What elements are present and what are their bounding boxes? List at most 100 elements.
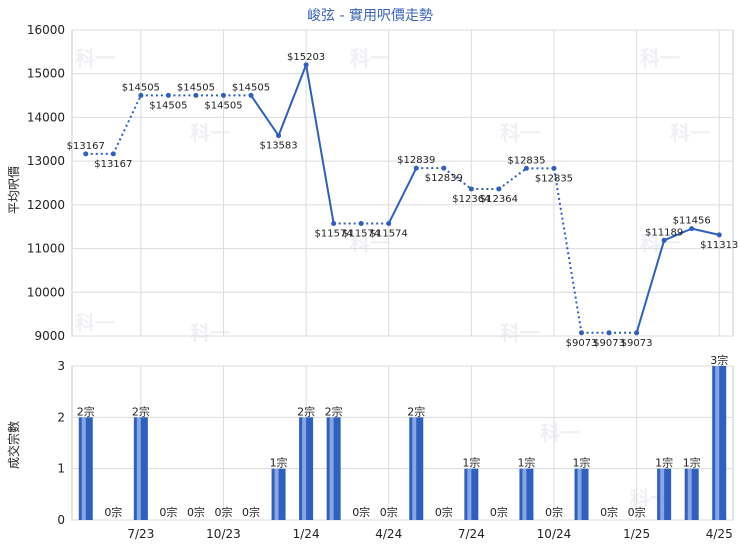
- price-point: [110, 151, 116, 157]
- watermark-text: 科一: [190, 121, 230, 145]
- volume-bar-label: 1宗: [270, 456, 288, 470]
- volume-bar: [409, 417, 424, 520]
- line-layer: [83, 62, 722, 336]
- volume-bar: [519, 468, 534, 520]
- price-line-segment: [277, 64, 308, 137]
- volume-bar: [326, 417, 341, 520]
- price-point-label: $12839: [425, 173, 463, 184]
- volume-bar-label: 0宗: [490, 505, 508, 519]
- x-tick-label: 4/24: [375, 527, 402, 541]
- volume-bar-label: 0宗: [242, 505, 260, 519]
- price-point: [193, 92, 199, 98]
- volume-bar-highlight: [577, 468, 582, 520]
- volume-bar-label: 0宗: [380, 505, 398, 519]
- volume-bar-highlight: [522, 468, 527, 520]
- price-line-segment: [691, 227, 720, 236]
- watermark-text: 科一: [190, 321, 230, 345]
- price-point-label: $13167: [67, 141, 105, 152]
- price-line-segment: [635, 240, 666, 334]
- axes-layer: 9000 10000 11000 12000 13000 14000 15000 16000 0…: [27, 23, 733, 541]
- watermark-text: 科一: [500, 121, 540, 145]
- watermark-text: 科一: [540, 421, 580, 445]
- volume-bar-label: 2宗: [325, 404, 343, 418]
- price-point: [165, 92, 171, 98]
- price-point: [496, 186, 502, 192]
- volume-bar-label: 2宗: [132, 404, 150, 418]
- price-point-label: $12364: [452, 194, 490, 205]
- volume-bar-label: 0宗: [352, 505, 370, 519]
- price-point: [579, 330, 585, 336]
- volume-bar: [684, 468, 699, 520]
- volume-bar: [78, 417, 93, 520]
- chart-title: 峻弦 - 實用呎價走勢: [307, 7, 433, 24]
- price-point: [468, 186, 474, 192]
- volume-y-tick-label: 3: [57, 359, 65, 373]
- x-tick-label: 7/23: [127, 527, 154, 541]
- price-line-segment: [443, 167, 472, 190]
- volume-y-tick-label: 2: [57, 410, 65, 424]
- price-point: [689, 226, 695, 232]
- price-point-label: $11313: [700, 240, 738, 251]
- price-point-label: $12839: [397, 155, 435, 166]
- price-point-label: $14505: [232, 82, 270, 93]
- volume-bar-label: 0宗: [545, 505, 563, 519]
- volume-bar-label: 0宗: [628, 505, 646, 519]
- watermark-text: 科一: [350, 231, 390, 255]
- price-point-label: $11189: [645, 227, 683, 238]
- volume-y-tick-label: 0: [57, 513, 65, 527]
- price-point: [661, 237, 667, 243]
- volume-bar-label: 0宗: [435, 505, 453, 519]
- volume-bar: [464, 468, 479, 520]
- price-point: [303, 62, 309, 68]
- watermark-text: 科一: [670, 121, 710, 145]
- volume-bar-highlight: [715, 366, 720, 520]
- price-point: [413, 165, 419, 171]
- price-point: [138, 92, 144, 98]
- volume-bar-highlight: [412, 417, 417, 520]
- volume-y-tick-label: 1: [57, 462, 65, 476]
- volume-bar: [574, 468, 589, 520]
- volume-bar-highlight: [274, 468, 279, 520]
- price-point-label: $9073: [593, 338, 625, 349]
- bars-layer: [78, 366, 727, 520]
- price-point: [386, 220, 392, 226]
- price-point-label: $12835: [535, 173, 573, 184]
- price-point-label: $14505: [149, 100, 187, 111]
- price-point-label: $9073: [566, 338, 598, 349]
- x-tick-label: 1/25: [623, 527, 650, 541]
- price-y-tick-label: 16000: [27, 23, 65, 37]
- price-point: [358, 220, 364, 226]
- volume-bar-label: 1宗: [573, 456, 591, 470]
- price-line-segment: [498, 167, 528, 190]
- volume-bar-label: 2宗: [407, 404, 425, 418]
- watermark-text: 科一: [500, 321, 540, 345]
- price-y-tick-label: 9000: [34, 329, 65, 343]
- price-point-label: $14505: [204, 100, 242, 111]
- volume-bar-label: 2宗: [77, 404, 95, 418]
- volume-bar: [657, 468, 672, 520]
- volume-bar-label: 1宗: [462, 456, 480, 470]
- price-y-tick-label: 10000: [27, 285, 65, 299]
- price-point: [220, 92, 226, 98]
- watermark-text: 科一: [350, 46, 390, 70]
- volume-bar-label: 1宗: [655, 456, 673, 470]
- price-point-label: $11456: [673, 216, 711, 227]
- price-line-segment: [112, 94, 142, 155]
- volume-bar-highlight: [687, 468, 692, 520]
- volume-bar-label: 0宗: [187, 505, 205, 519]
- price-y-tick-label: 15000: [27, 67, 65, 81]
- price-point: [606, 330, 612, 336]
- price-point-label: $9073: [621, 338, 653, 349]
- x-tick-label: 7/24: [458, 527, 485, 541]
- price-y-axis-label: 平均呎價: [7, 166, 21, 214]
- price-point-label: $13167: [94, 159, 132, 170]
- price-point: [276, 133, 282, 139]
- price-point-label: $11574: [370, 228, 408, 239]
- price-point-label: $15203: [287, 52, 325, 63]
- x-tick-label: 1/24: [293, 527, 320, 541]
- volume-bar-label: 2宗: [297, 404, 315, 418]
- volume-bar-highlight: [329, 417, 334, 520]
- price-point: [248, 92, 254, 98]
